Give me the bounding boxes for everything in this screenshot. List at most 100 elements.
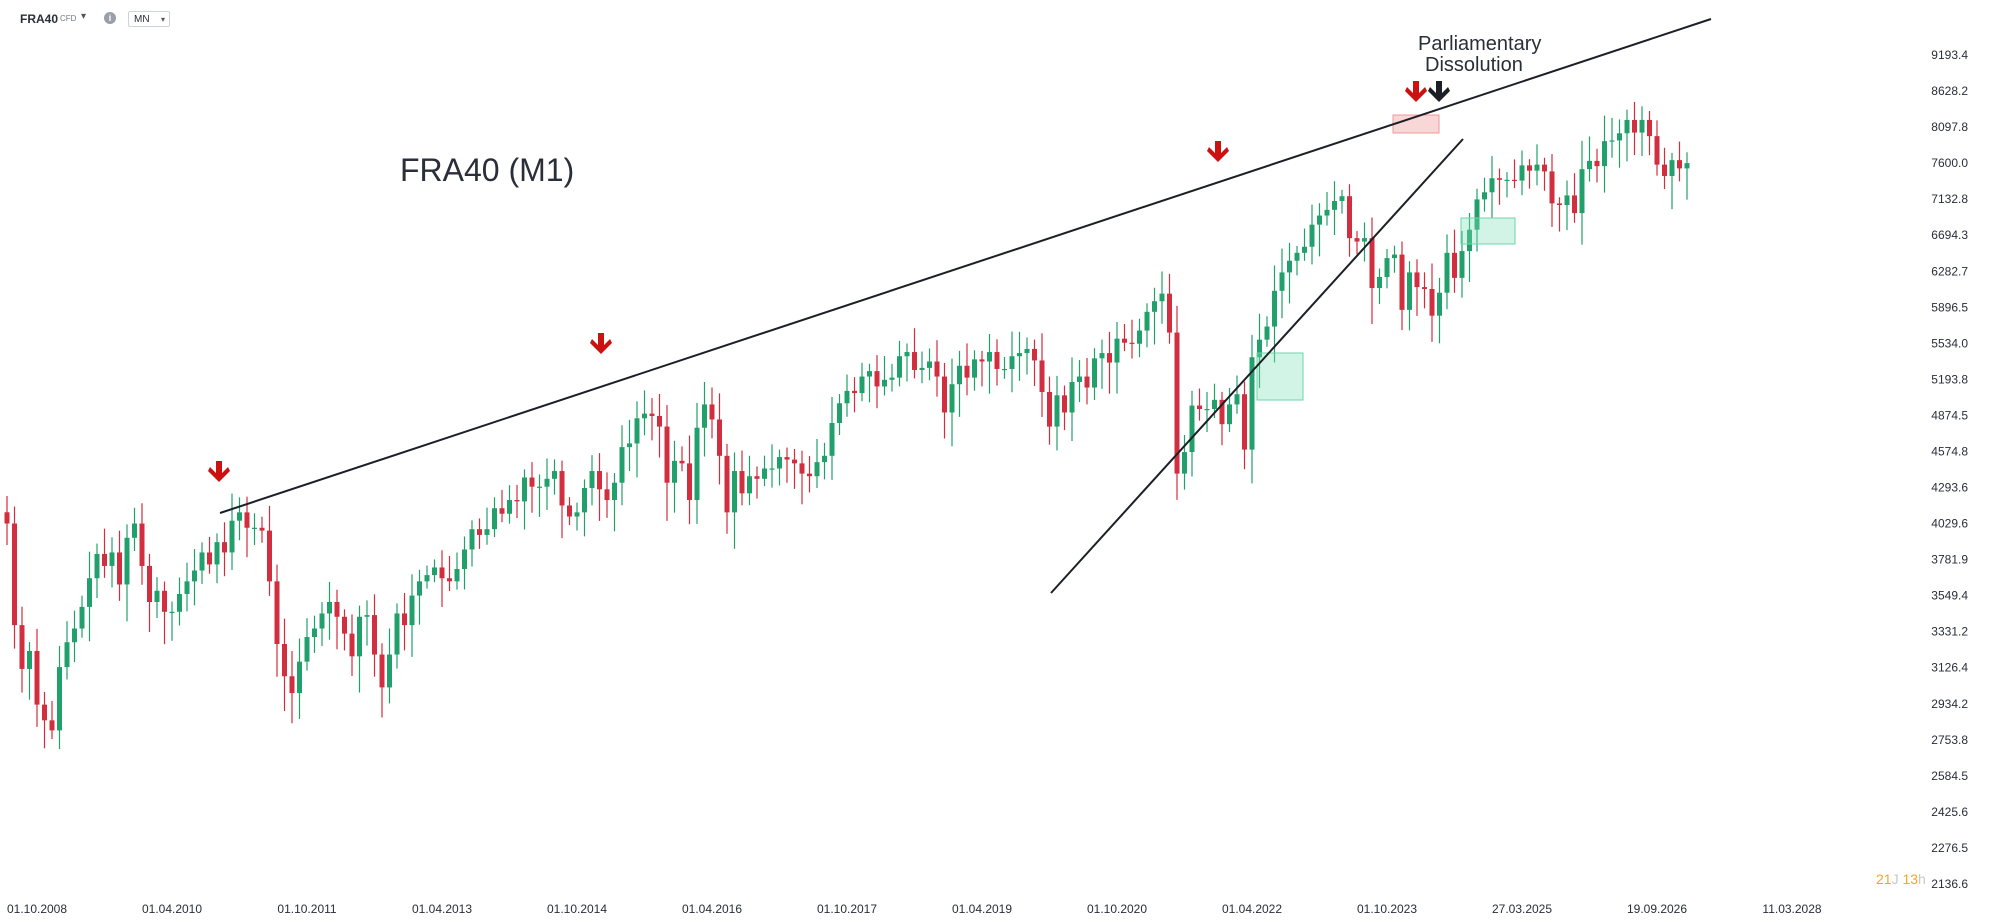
candle	[1054, 375, 1060, 451]
candle	[124, 524, 130, 622]
candle	[559, 460, 565, 539]
candle	[402, 592, 407, 651]
candle	[1467, 212, 1472, 282]
candle	[1489, 156, 1495, 218]
price-tick-label: 3331.2	[1931, 625, 1968, 639]
candle	[1684, 152, 1690, 200]
candle	[1332, 181, 1337, 236]
candle	[1234, 375, 1240, 414]
candle	[544, 458, 550, 510]
candle	[229, 493, 235, 570]
annotation-line-2: Dissolution	[1425, 54, 1523, 76]
candle	[192, 549, 197, 606]
candle	[94, 543, 100, 599]
candle	[597, 453, 602, 521]
candle	[447, 555, 452, 592]
candle	[1084, 357, 1090, 405]
candle	[1242, 381, 1247, 470]
candle	[139, 503, 145, 585]
candle	[1002, 357, 1007, 379]
instrument-type-label: CFD	[60, 14, 77, 23]
candle	[1047, 376, 1052, 445]
interval-select[interactable]: MN ▾	[128, 11, 170, 27]
price-tick-label: 4029.6	[1931, 517, 1968, 531]
arrow-down-icon	[1428, 81, 1450, 102]
candle	[1639, 106, 1645, 157]
candle	[1347, 184, 1352, 257]
candle	[49, 700, 55, 740]
info-icon[interactable]: i	[104, 12, 116, 24]
candle	[477, 518, 482, 549]
candle	[1482, 177, 1487, 212]
price-tick-label: 8628.2	[1931, 84, 1968, 98]
candle	[1294, 246, 1300, 276]
candle	[1392, 245, 1397, 273]
candle	[717, 393, 722, 485]
chevron-down-icon: ▾	[160, 15, 165, 24]
time-tick-label: 01.10.2014	[547, 902, 607, 916]
candle	[912, 328, 917, 379]
candle	[634, 401, 640, 478]
candle	[304, 618, 310, 671]
candle	[1594, 148, 1600, 183]
candle	[844, 374, 850, 417]
chart-title: FRA40 (M1)	[400, 152, 574, 188]
candle	[837, 394, 842, 435]
candle	[289, 651, 295, 724]
candle	[372, 594, 377, 677]
candle	[207, 536, 212, 574]
price-tick-label: 4574.8	[1931, 444, 1968, 458]
symbol-dropdown-icon[interactable]: ▾	[81, 11, 87, 22]
candle	[1654, 120, 1660, 176]
resistance-trendline	[219, 18, 1712, 514]
candle	[1069, 357, 1075, 441]
time-tick-label: 01.10.2011	[277, 902, 336, 916]
candle	[1167, 273, 1172, 344]
candle	[582, 479, 587, 537]
candle	[672, 440, 677, 513]
candle	[522, 469, 527, 530]
candle	[484, 507, 490, 545]
candle	[1302, 228, 1307, 261]
candle	[709, 387, 715, 439]
price-tick-label: 7600.0	[1931, 156, 1968, 170]
candle	[1009, 331, 1015, 393]
candle	[1459, 230, 1465, 298]
candle	[1189, 390, 1195, 477]
candle	[642, 390, 647, 436]
candle	[439, 550, 445, 607]
candle	[919, 351, 925, 384]
candle	[1437, 277, 1442, 344]
candle	[199, 542, 205, 584]
symbol-label[interactable]: FRA40	[20, 12, 59, 26]
candle	[364, 600, 370, 646]
candle	[1317, 203, 1322, 257]
candle	[537, 474, 542, 517]
time-tick-label: 01.10.2023	[1357, 902, 1417, 916]
candle	[267, 505, 272, 596]
candle	[1384, 249, 1390, 289]
candle	[184, 562, 190, 612]
candle	[177, 577, 182, 626]
candle	[1617, 119, 1622, 168]
candle	[1287, 242, 1292, 304]
time-tick-label: 01.04.2016	[682, 902, 742, 916]
candle	[1602, 115, 1607, 193]
candle	[469, 520, 475, 567]
candle	[1257, 313, 1262, 388]
candle	[679, 446, 685, 472]
candle	[822, 442, 827, 480]
candle	[1159, 271, 1165, 324]
price-tick-label: 4293.6	[1931, 481, 1968, 495]
candle	[1632, 101, 1637, 156]
candle	[1032, 339, 1037, 386]
time-tick-label: 19.09.2026	[1627, 902, 1687, 916]
candle	[1024, 337, 1030, 375]
candle	[334, 589, 340, 650]
candle	[724, 443, 730, 534]
candle	[312, 615, 317, 653]
candle	[297, 638, 302, 719]
candle	[687, 435, 692, 525]
candle	[949, 358, 955, 447]
